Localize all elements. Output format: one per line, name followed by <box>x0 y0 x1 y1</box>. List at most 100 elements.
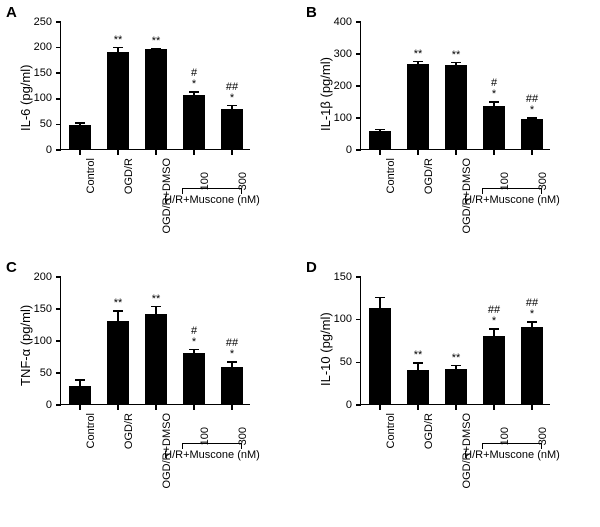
x-tick <box>231 405 233 410</box>
x-tick <box>531 405 533 410</box>
y-tick <box>56 124 61 126</box>
sig-marker: ** <box>103 35 133 46</box>
y-tick <box>56 308 61 310</box>
bar <box>183 95 206 149</box>
panel-a: A050100150200250****#*##*IL-6 (pg/ml)Con… <box>0 0 300 255</box>
y-tick-label: 0 <box>20 144 52 156</box>
bar <box>183 353 206 404</box>
x-category-label: OGD/R+DMSO <box>161 158 173 258</box>
bar <box>483 106 506 149</box>
y-tick <box>56 21 61 23</box>
x-tick <box>117 405 119 410</box>
sig-marker: ** <box>403 49 433 60</box>
bar <box>69 386 92 404</box>
error-cap <box>75 122 85 124</box>
y-tick <box>356 149 361 151</box>
x-tick <box>79 405 81 410</box>
x-tick <box>493 405 495 410</box>
error-cap <box>451 365 461 367</box>
y-tick <box>356 276 361 278</box>
x-category-label: 300 <box>237 427 249 527</box>
group-bracket <box>482 188 543 189</box>
bracket-label: H/R+Muscone (nM) <box>162 449 263 461</box>
panel-letter: A <box>6 4 17 21</box>
bracket-label: H/R+Muscone (nM) <box>462 449 563 461</box>
y-tick <box>56 149 61 151</box>
panel-c: C050100150200****#*##*TNF-α (pg/ml)Contr… <box>0 255 300 510</box>
group-bracket <box>182 443 243 444</box>
y-tick <box>56 47 61 49</box>
x-tick <box>417 405 419 410</box>
panel-letter: D <box>306 259 317 276</box>
y-tick <box>356 404 361 406</box>
y-tick <box>56 404 61 406</box>
sig-marker: ** <box>441 50 471 61</box>
sig-marker: * <box>217 349 247 360</box>
x-tick <box>493 150 495 155</box>
y-axis-label: IL-10 (pg/ml) <box>318 312 333 386</box>
y-tick <box>356 21 361 23</box>
y-tick <box>56 340 61 342</box>
bar <box>483 336 506 404</box>
bar <box>369 131 392 149</box>
bar <box>107 321 130 404</box>
error-cap <box>189 91 199 93</box>
x-category-label: Control <box>385 158 397 258</box>
y-tick-label: 0 <box>20 399 52 411</box>
y-axis-label: IL-1β (pg/ml) <box>318 57 333 131</box>
y-tick-label: 200 <box>20 271 52 283</box>
y-tick <box>56 276 61 278</box>
y-tick <box>356 362 361 364</box>
x-tick <box>379 150 381 155</box>
x-category-label: OGD/R+DMSO <box>461 158 473 258</box>
error-cap <box>413 362 423 364</box>
x-tick <box>79 150 81 155</box>
bar <box>145 49 168 149</box>
bar <box>107 52 130 149</box>
x-tick <box>155 150 157 155</box>
sig-marker: ** <box>103 298 133 309</box>
error-cap <box>527 321 537 323</box>
sig-marker: * <box>479 89 509 100</box>
x-category-label: OGD/R+DMSO <box>461 413 473 513</box>
panel-letter: C <box>6 259 17 276</box>
x-category-label: OGD/R+DMSO <box>161 413 173 513</box>
sig-marker: * <box>179 337 209 348</box>
error-cap <box>227 361 237 363</box>
sig-marker: * <box>517 309 547 320</box>
y-tick <box>356 85 361 87</box>
error-cap <box>451 62 461 64</box>
sig-marker: * <box>517 105 547 116</box>
x-tick <box>417 150 419 155</box>
sig-marker: ** <box>403 350 433 361</box>
x-tick <box>379 405 381 410</box>
x-tick <box>117 150 119 155</box>
x-category-label: Control <box>85 413 97 513</box>
error-cap <box>527 117 537 119</box>
bar <box>369 308 392 404</box>
y-tick <box>356 319 361 321</box>
error-cap <box>189 349 199 351</box>
x-category-label: OGD/R <box>423 413 435 513</box>
bar <box>221 367 244 404</box>
bar <box>145 314 168 404</box>
x-category-label: OGD/R <box>123 413 135 513</box>
y-tick-label: 200 <box>20 41 52 53</box>
y-tick-label: 400 <box>320 16 352 28</box>
bar <box>221 109 244 149</box>
error-cap <box>75 379 85 381</box>
sig-marker: * <box>179 79 209 90</box>
error-cap <box>227 105 237 107</box>
bracket-label: H/R+Muscone (nM) <box>162 194 263 206</box>
y-tick <box>56 98 61 100</box>
x-category-label: Control <box>385 413 397 513</box>
bracket-label: H/R+Muscone (nM) <box>462 194 563 206</box>
y-tick <box>56 372 61 374</box>
error-cap <box>489 328 499 330</box>
x-category-label: Control <box>85 158 97 258</box>
panel-b: B0100200300400****#*##*IL-1β (pg/ml)Cont… <box>300 0 600 255</box>
y-tick-label: 250 <box>20 16 52 28</box>
error-cap <box>489 101 499 103</box>
plot-area: 050100150200****#*##* <box>60 277 250 405</box>
error-bar <box>379 297 381 310</box>
